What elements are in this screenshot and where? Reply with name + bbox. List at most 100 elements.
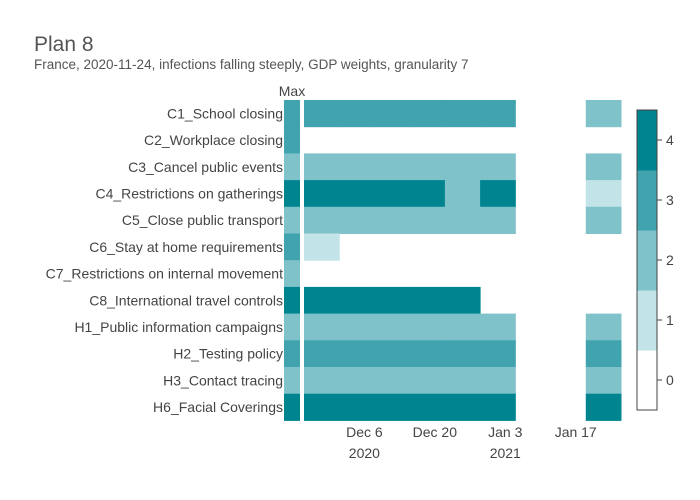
x-tick-year-label: 2021 — [490, 445, 521, 461]
heatmap-cell — [304, 206, 340, 234]
heatmap-cell — [374, 100, 411, 128]
heatmap-cell — [444, 340, 481, 368]
x-tick-year-label: 2020 — [349, 445, 380, 461]
chart-subtitle: France, 2020-11-24, infections falling s… — [34, 57, 468, 72]
max-cell — [284, 313, 300, 341]
heatmap-cell — [409, 100, 446, 128]
x-tick-label: Dec 6 — [346, 424, 383, 440]
heatmap-cell — [585, 340, 622, 368]
heatmap-cell — [339, 393, 375, 421]
max-cell — [284, 340, 300, 368]
heatmap-cell — [374, 340, 411, 368]
heatmap-cell — [409, 206, 446, 234]
heatmap-cells — [304, 100, 622, 421]
colorbar-tick-label: 2 — [666, 252, 674, 268]
heatmap-cell — [409, 340, 446, 368]
heatmap-cell — [480, 393, 516, 421]
heatmap-cell — [304, 233, 340, 261]
max-column — [284, 100, 300, 421]
chart-title: Plan 8 — [34, 33, 94, 56]
heatmap-cell — [480, 313, 516, 341]
heatmap-cell — [585, 153, 622, 181]
x-tick-label: Jan 17 — [555, 424, 597, 440]
max-column-label: Max — [279, 83, 305, 99]
heatmap-cell — [444, 153, 481, 181]
heatmap-cell — [304, 393, 340, 421]
heatmap-cell — [374, 313, 411, 341]
max-cell — [284, 367, 300, 395]
heatmap-cell — [374, 286, 411, 315]
colorbar-tick-label: 3 — [666, 192, 674, 208]
row-label: H1_Public information campaigns — [74, 319, 283, 335]
heatmap-cell — [480, 340, 516, 368]
heatmap-cell — [409, 367, 446, 395]
max-cell — [284, 260, 300, 288]
heatmap-cell — [374, 180, 411, 208]
heatmap-cell — [339, 206, 375, 234]
heatmap-cell — [444, 393, 481, 421]
row-label: C6_Stay at home requirements — [89, 239, 283, 255]
heatmap-cell — [409, 286, 446, 315]
heatmap-cell — [444, 313, 481, 341]
heatmap-cell — [339, 367, 375, 395]
heatmap-cell — [374, 153, 411, 181]
max-cell — [284, 153, 300, 181]
heatmap-cell — [304, 100, 340, 128]
heatmap-cell — [339, 100, 375, 128]
heatmap-cell — [304, 286, 340, 315]
max-cell — [284, 126, 300, 154]
heatmap-cell — [339, 340, 375, 368]
row-label: C5_Close public transport — [122, 212, 283, 228]
max-cell — [284, 180, 300, 208]
heatmap-cell — [585, 180, 622, 208]
heatmap-cell — [339, 180, 375, 208]
colorbar-segment — [637, 110, 657, 171]
heatmap-cell — [480, 180, 516, 208]
row-label: C2_Workplace closing — [144, 132, 283, 148]
x-axis-ticks: Dec 6 2020 Dec 20 Jan 3 2021 Jan 17 — [346, 424, 597, 461]
heatmap-cell — [585, 100, 622, 128]
row-label: H3_Contact tracing — [163, 372, 283, 388]
heatmap-cell — [374, 393, 411, 421]
x-tick-label: Jan 3 — [488, 424, 522, 440]
heatmap-cell — [339, 313, 375, 341]
heatmap-cell — [444, 206, 481, 234]
heatmap-cell — [409, 153, 446, 181]
colorbar-segment — [637, 290, 657, 351]
row-label: C3_Cancel public events — [128, 159, 283, 175]
heatmap-cell — [585, 206, 622, 234]
heatmap-cell — [339, 153, 375, 181]
heatmap-cell — [304, 313, 340, 341]
row-label: C7_Restrictions on internal movement — [46, 266, 283, 282]
heatmap-cell — [304, 180, 340, 208]
max-cell — [284, 286, 300, 315]
heatmap-cell — [374, 367, 411, 395]
x-tick-label: Dec 20 — [413, 424, 458, 440]
row-label: H6_Facial Coverings — [153, 399, 283, 415]
row-label: H2_Testing policy — [173, 346, 283, 362]
heatmap-cell — [585, 313, 622, 341]
row-label: C1_School closing — [167, 105, 283, 121]
row-label: C8_International travel controls — [89, 292, 283, 308]
heatmap-cell — [339, 286, 375, 315]
max-cell — [284, 233, 300, 261]
heatmap-cell — [304, 340, 340, 368]
row-labels: C1_School closing C2_Workplace closing C3_… — [46, 105, 283, 415]
heatmap-cell — [480, 367, 516, 395]
heatmap-cell — [409, 313, 446, 341]
heatmap-cell — [444, 367, 481, 395]
max-cell — [284, 393, 300, 421]
colorbar: 0 1 2 3 4 — [636, 109, 674, 411]
heatmap-cell — [304, 153, 340, 181]
colorbar-segment — [637, 350, 657, 411]
heatmap-cell — [444, 180, 481, 208]
max-cell — [284, 206, 300, 234]
heatmap-cell — [444, 100, 481, 128]
max-cell — [284, 100, 300, 128]
heatmap-cell — [409, 393, 446, 421]
colorbar-segment — [637, 230, 657, 291]
heatmap-cell — [444, 286, 481, 315]
heatmap-cell — [374, 206, 411, 234]
heatmap-cell — [585, 393, 622, 421]
